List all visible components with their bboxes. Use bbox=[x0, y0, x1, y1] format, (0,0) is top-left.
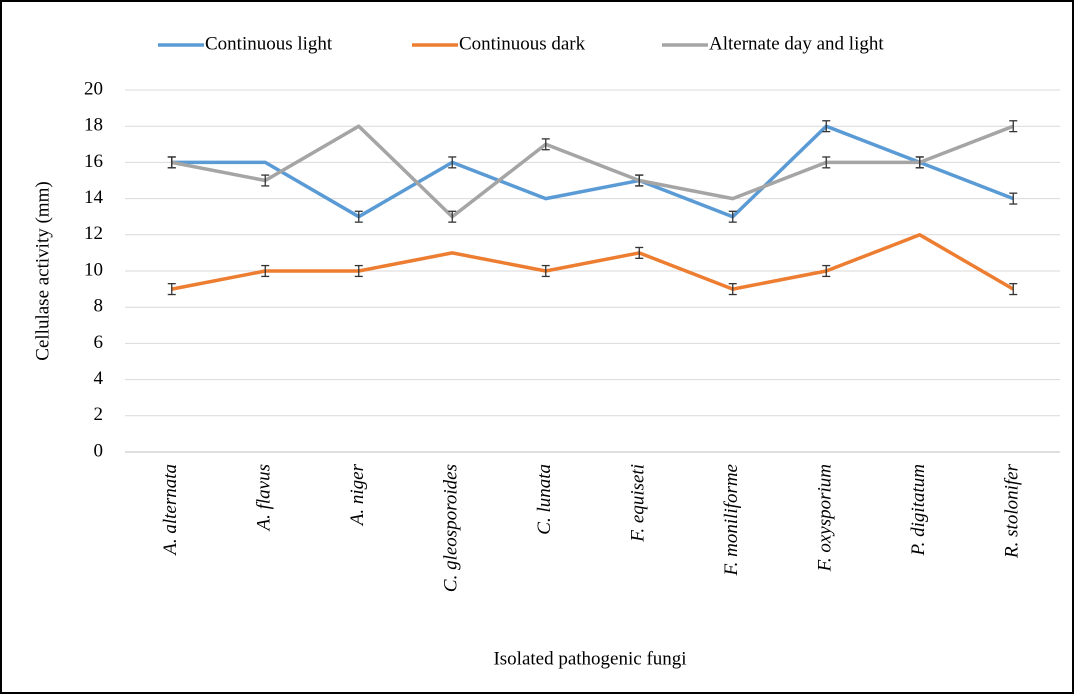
y-tick-label: 10 bbox=[84, 259, 103, 280]
error-bar bbox=[448, 156, 457, 169]
legend-label: Alternate day and light bbox=[709, 33, 884, 54]
error-bar bbox=[822, 156, 831, 169]
error-bar bbox=[728, 210, 737, 223]
error-bar bbox=[448, 210, 457, 223]
error-bar bbox=[635, 174, 644, 187]
line-series bbox=[171, 124, 1014, 219]
y-axis-title: Cellulase activity (mm) bbox=[32, 181, 53, 360]
legend-label: Continuous dark bbox=[459, 33, 586, 54]
y-tick-label: 14 bbox=[84, 187, 104, 208]
line-series bbox=[171, 124, 1014, 219]
y-tick-label: 16 bbox=[84, 151, 103, 172]
x-tick-label: F. oxysporium bbox=[815, 464, 836, 572]
y-tick-label: 0 bbox=[94, 440, 104, 461]
error-bar bbox=[1009, 283, 1018, 296]
y-tick-label: 18 bbox=[84, 115, 103, 136]
x-tick-label: P. digitatum bbox=[908, 464, 929, 557]
legend-label: Continuous light bbox=[205, 33, 333, 54]
y-tick-label: 6 bbox=[94, 332, 104, 353]
error-bar bbox=[1009, 120, 1018, 133]
y-tick-label: 2 bbox=[94, 404, 104, 425]
x-tick-label: F. equiseti bbox=[628, 464, 649, 543]
error-bar bbox=[354, 210, 363, 223]
x-tick-label: A. flavus bbox=[254, 464, 275, 533]
y-tick-label: 8 bbox=[94, 296, 104, 317]
error-bar bbox=[728, 283, 737, 296]
x-tick-label: R. stolonifer bbox=[1002, 463, 1023, 559]
error-bar bbox=[635, 246, 644, 259]
y-tick-label: 12 bbox=[84, 223, 103, 244]
y-tick-label: 4 bbox=[94, 368, 104, 389]
error-bar bbox=[541, 264, 550, 278]
error-bar bbox=[541, 138, 550, 151]
error-bar bbox=[167, 283, 176, 296]
x-tick-label: A. alternata bbox=[160, 464, 181, 557]
line-series bbox=[171, 233, 1015, 291]
error-bar bbox=[822, 264, 831, 278]
error-bar bbox=[1009, 192, 1018, 205]
x-tick-label: A. niger bbox=[347, 463, 368, 527]
x-tick-label: C. lunata bbox=[534, 464, 555, 535]
error-bar bbox=[261, 174, 270, 187]
error-bar bbox=[915, 156, 924, 169]
error-bar bbox=[261, 264, 270, 278]
error-bar bbox=[354, 264, 363, 278]
x-tick-label: C. gleosporoides bbox=[441, 464, 462, 592]
y-tick-label: 20 bbox=[84, 78, 103, 99]
error-bar bbox=[822, 120, 831, 133]
x-tick-label: F. moniliforme bbox=[721, 464, 742, 577]
x-axis-title: Isolated pathogenic fungi bbox=[493, 648, 686, 669]
error-bar bbox=[167, 156, 176, 169]
